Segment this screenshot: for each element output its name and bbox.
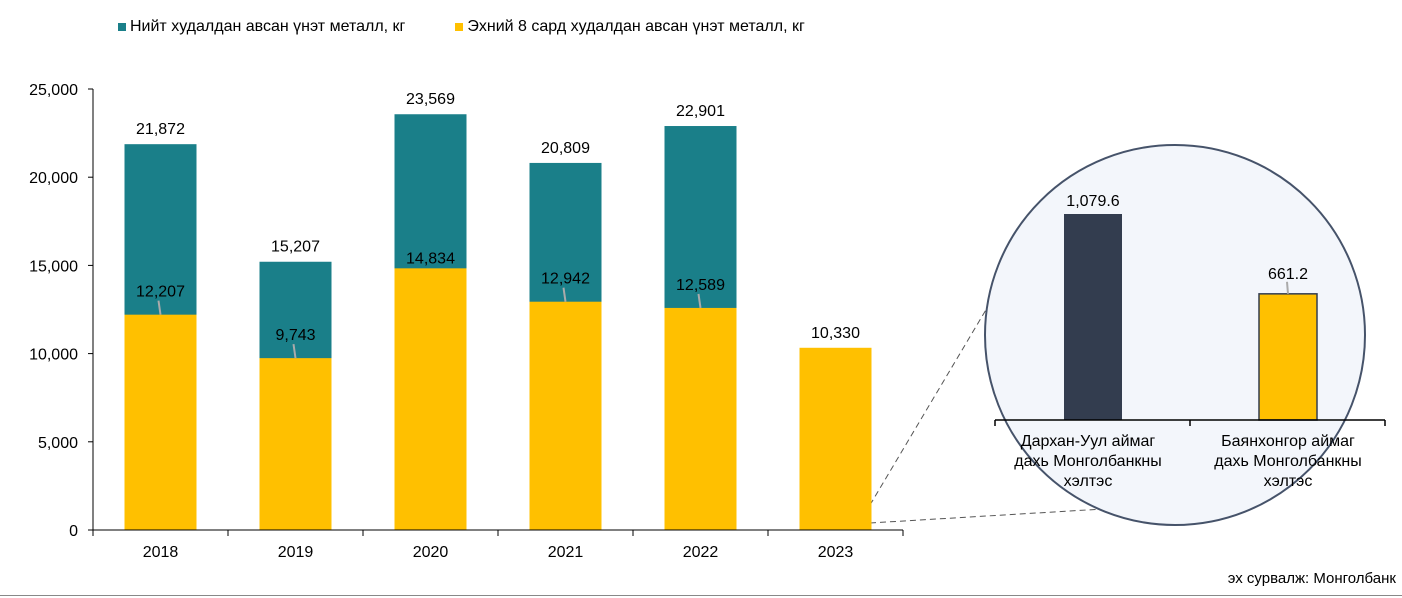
x-tick-label: 2018 — [143, 544, 179, 561]
bar-8months — [394, 268, 467, 530]
inset-category-label: дахь Монголбанкны — [1014, 453, 1162, 470]
inset-category-label: Баянхонгор аймаг — [1221, 433, 1355, 450]
y-tick-label: 20,000 — [29, 170, 78, 187]
legend-label-8months: Эхний 8 сард худалдан авсан үнэт металл,… — [467, 18, 805, 35]
zoom-connector-line — [869, 507, 1121, 524]
y-tick-label: 10,000 — [29, 347, 78, 364]
inset-data-label: 1,079.6 — [1066, 193, 1119, 210]
source-note: эх сурвалж: Монголбанк — [1227, 570, 1396, 587]
legend-swatch-total — [118, 23, 126, 31]
y-tick-label: 15,000 — [29, 258, 78, 275]
x-tick-label: 2023 — [818, 544, 854, 561]
data-label-8months: 12,207 — [136, 284, 185, 301]
inset-bar — [1064, 214, 1122, 420]
data-label-total: 21,872 — [136, 121, 185, 138]
y-tick-label: 0 — [69, 523, 78, 540]
y-tick-label: 25,000 — [29, 82, 78, 99]
data-label-8months: 12,589 — [676, 277, 725, 294]
data-label-8months: 14,834 — [406, 250, 455, 267]
inset-data-label: 661.2 — [1268, 266, 1308, 283]
inset-category-label: дахь Монголбанкны — [1214, 453, 1362, 470]
data-label-8months: 10,330 — [811, 325, 860, 342]
data-label-total: 22,901 — [676, 103, 725, 120]
x-tick-label: 2019 — [278, 544, 314, 561]
data-label-8months: 9,743 — [275, 327, 315, 344]
bar-8months — [529, 301, 602, 530]
x-tick-label: 2020 — [413, 544, 449, 561]
data-label-leader — [562, 287, 567, 302]
inset-category-label: хэлтэс — [1264, 473, 1313, 490]
data-label-total: 20,809 — [541, 140, 590, 157]
inset-category-label: хэлтэс — [1064, 473, 1113, 490]
legend-swatch-8months — [455, 23, 464, 31]
bar-8months — [124, 314, 197, 530]
x-tick-label: 2022 — [683, 544, 719, 561]
data-label-leader — [1286, 281, 1289, 294]
bar-8months — [799, 347, 872, 530]
data-label-total: 15,207 — [271, 239, 320, 256]
zoom-connector-line — [869, 302, 991, 506]
legend-item-8months: Эхний 8 сард худалдан авсан үнэт металл,… — [455, 18, 805, 36]
data-label-leader — [292, 343, 297, 359]
divider — [0, 595, 1402, 596]
data-label-leader — [157, 300, 162, 315]
inset-category-label: Дархан-Уул аймаг — [1021, 433, 1156, 450]
data-label-leader — [697, 293, 702, 309]
y-tick-label: 5,000 — [38, 435, 78, 452]
data-label-total: 23,569 — [406, 91, 455, 108]
x-tick-label: 2021 — [548, 544, 584, 561]
bar-8months — [259, 358, 332, 530]
legend-label-total: Нийт худалдан авсан үнэт металл, кг — [130, 18, 406, 35]
data-label-8months: 12,942 — [541, 271, 590, 288]
inset-bar — [1258, 293, 1318, 421]
legend-item-total: Нийт худалдан авсан үнэт металл, кг — [118, 18, 405, 36]
bar-8months — [664, 307, 737, 530]
legend: Нийт худалдан авсан үнэт металл, кг Эхни… — [118, 18, 805, 36]
